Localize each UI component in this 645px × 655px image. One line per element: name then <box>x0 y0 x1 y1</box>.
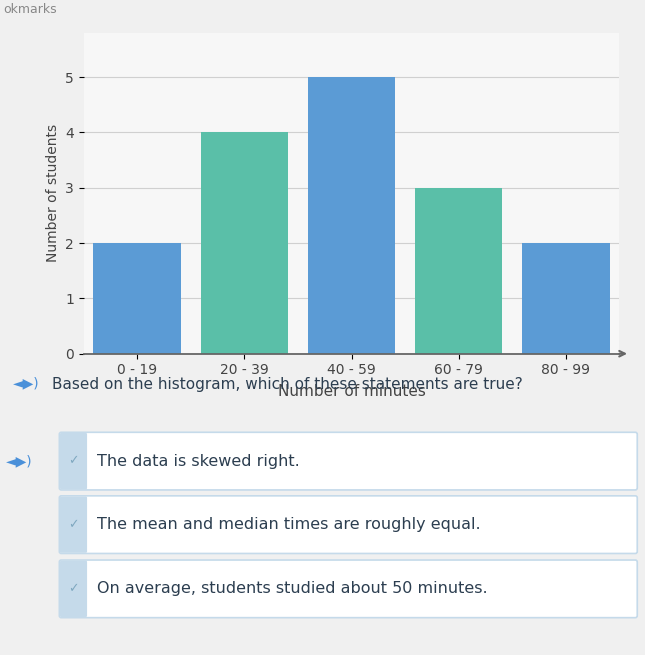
Text: Based on the histogram, which of these statements are true?: Based on the histogram, which of these s… <box>52 377 522 392</box>
X-axis label: Number of minutes: Number of minutes <box>277 384 426 400</box>
Text: ◄▶): ◄▶) <box>13 377 39 390</box>
Text: okmarks: okmarks <box>3 3 57 16</box>
Text: The mean and median times are roughly equal.: The mean and median times are roughly eq… <box>97 517 481 532</box>
Text: The data is skewed right.: The data is skewed right. <box>97 454 300 468</box>
Bar <box>522 243 610 354</box>
Text: ✓: ✓ <box>68 582 79 595</box>
Text: ◄▶): ◄▶) <box>6 454 33 468</box>
Text: ✓: ✓ <box>68 518 79 531</box>
Text: On average, students studied about 50 minutes.: On average, students studied about 50 mi… <box>97 582 488 596</box>
Text: ✓: ✓ <box>68 455 79 468</box>
Y-axis label: Number of students: Number of students <box>46 124 60 262</box>
Bar <box>415 188 502 354</box>
Bar <box>201 132 288 354</box>
Bar <box>308 77 395 354</box>
Bar <box>94 243 181 354</box>
